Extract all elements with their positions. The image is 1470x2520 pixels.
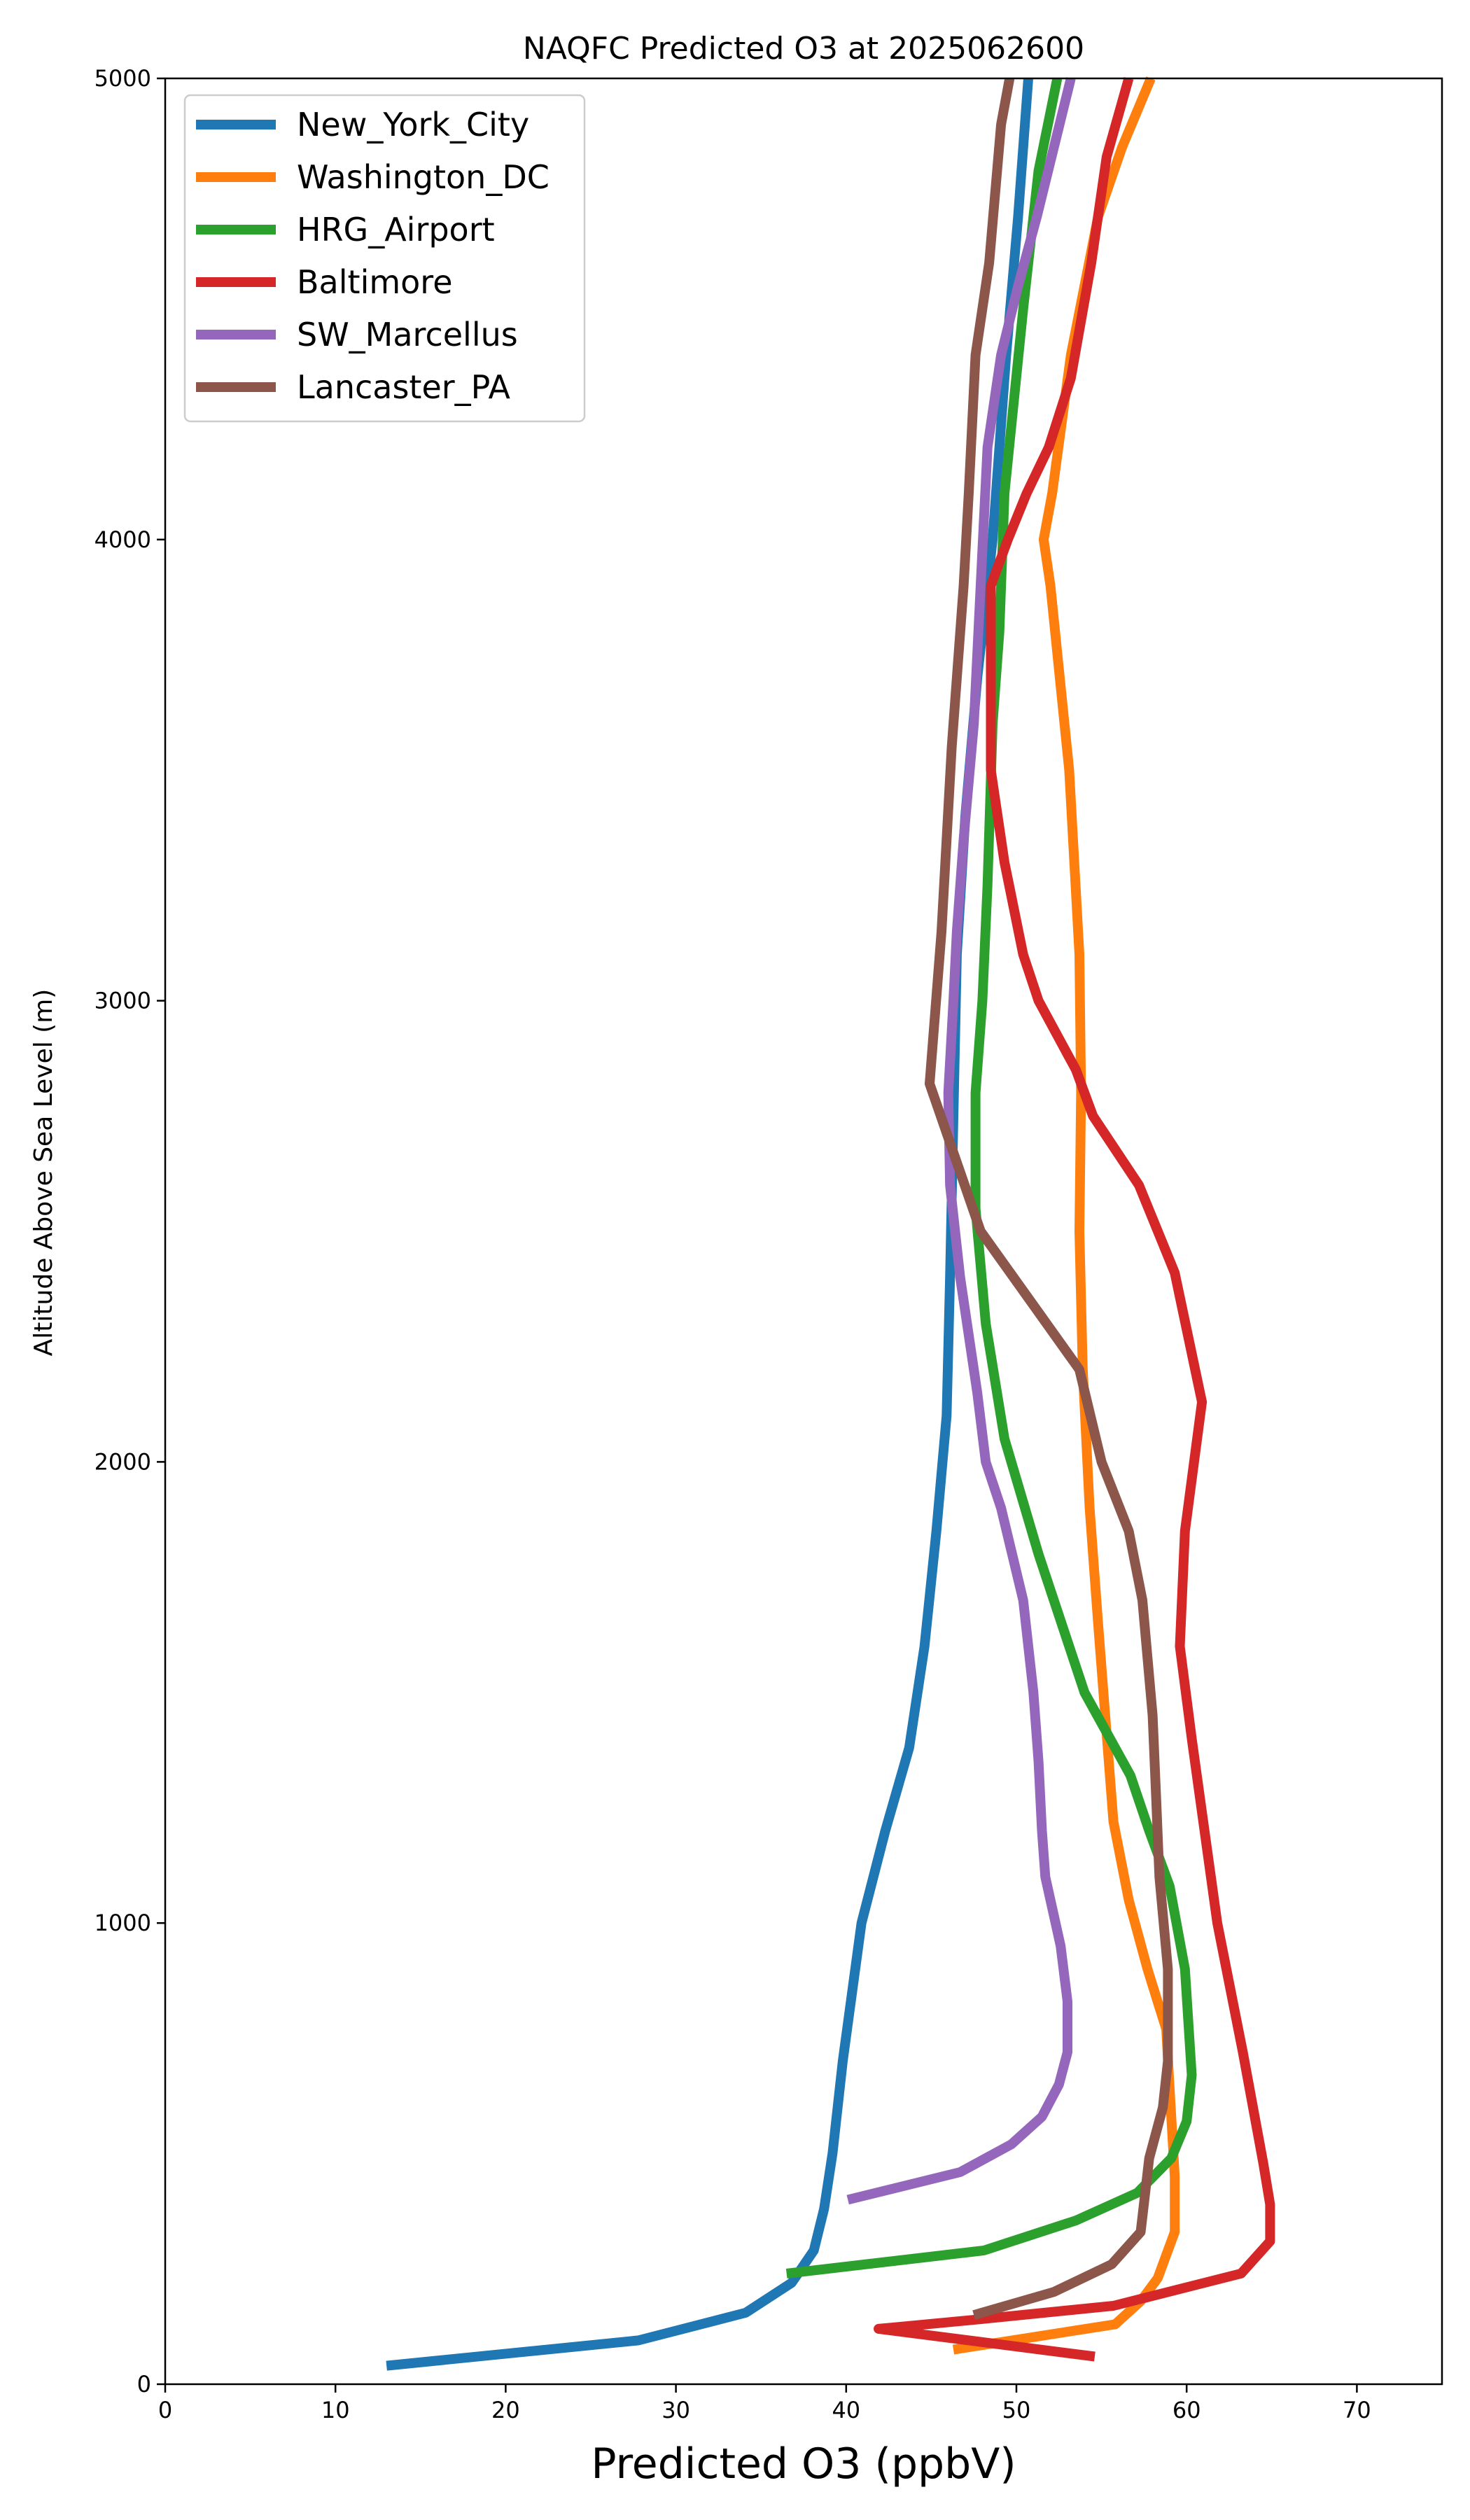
x-tick-label: 70 bbox=[1343, 2397, 1371, 2423]
legend-label: HRG_Airport bbox=[297, 211, 495, 248]
series-line-lancaster-pa bbox=[925, 77, 1173, 2320]
legend-label: Baltimore bbox=[297, 263, 453, 301]
y-axis-label: Altitude Above Sea Level (m) bbox=[29, 989, 58, 1357]
y-tick-label: 5000 bbox=[94, 65, 151, 92]
x-axis-ticks: 0 10 20 30 40 50 60 70 bbox=[158, 2384, 1371, 2423]
x-tick-label: 20 bbox=[491, 2397, 520, 2423]
legend-label: Lancaster_PA bbox=[297, 368, 510, 406]
y-tick-label: 2000 bbox=[94, 1448, 151, 1475]
x-tick-label: 40 bbox=[832, 2397, 860, 2423]
y-tick-label: 4000 bbox=[94, 526, 151, 553]
y-tick-label: 1000 bbox=[94, 1910, 151, 1936]
chart-title: NAQFC Predicted O3 at 2025062600 bbox=[523, 31, 1084, 66]
legend-label: Washington_DC bbox=[297, 158, 550, 196]
series-line-baltimore bbox=[874, 77, 1275, 2362]
legend-label: New_York_City bbox=[297, 106, 529, 144]
legend: New_York_City Washington_DC HRG_Airport Bal… bbox=[183, 94, 586, 423]
series-lines bbox=[386, 76, 1275, 2371]
y-axis-ticks: 0 1000 2000 3000 4000 5000 bbox=[94, 65, 165, 2398]
plot-area-frame bbox=[164, 77, 1443, 2386]
x-axis-label: Predicted O3 (ppbV) bbox=[591, 2440, 1016, 2488]
legend-box bbox=[183, 94, 586, 423]
series-line-new-york-city bbox=[386, 78, 1033, 2371]
y-tick-label: 0 bbox=[137, 2371, 151, 2398]
y-tick-label: 3000 bbox=[94, 988, 151, 1014]
x-tick-label: 0 bbox=[158, 2397, 172, 2423]
legend-label: SW_Marcellus bbox=[297, 316, 518, 354]
x-tick-label: 30 bbox=[662, 2397, 690, 2423]
x-tick-label: 10 bbox=[321, 2397, 350, 2423]
series-line-sw-marcellus bbox=[846, 77, 1076, 2205]
series-line-washington-dc bbox=[952, 76, 1180, 2355]
x-tick-label: 60 bbox=[1172, 2397, 1201, 2423]
series-line-hrg-airport bbox=[785, 77, 1197, 2278]
x-tick-label: 50 bbox=[1002, 2397, 1031, 2423]
